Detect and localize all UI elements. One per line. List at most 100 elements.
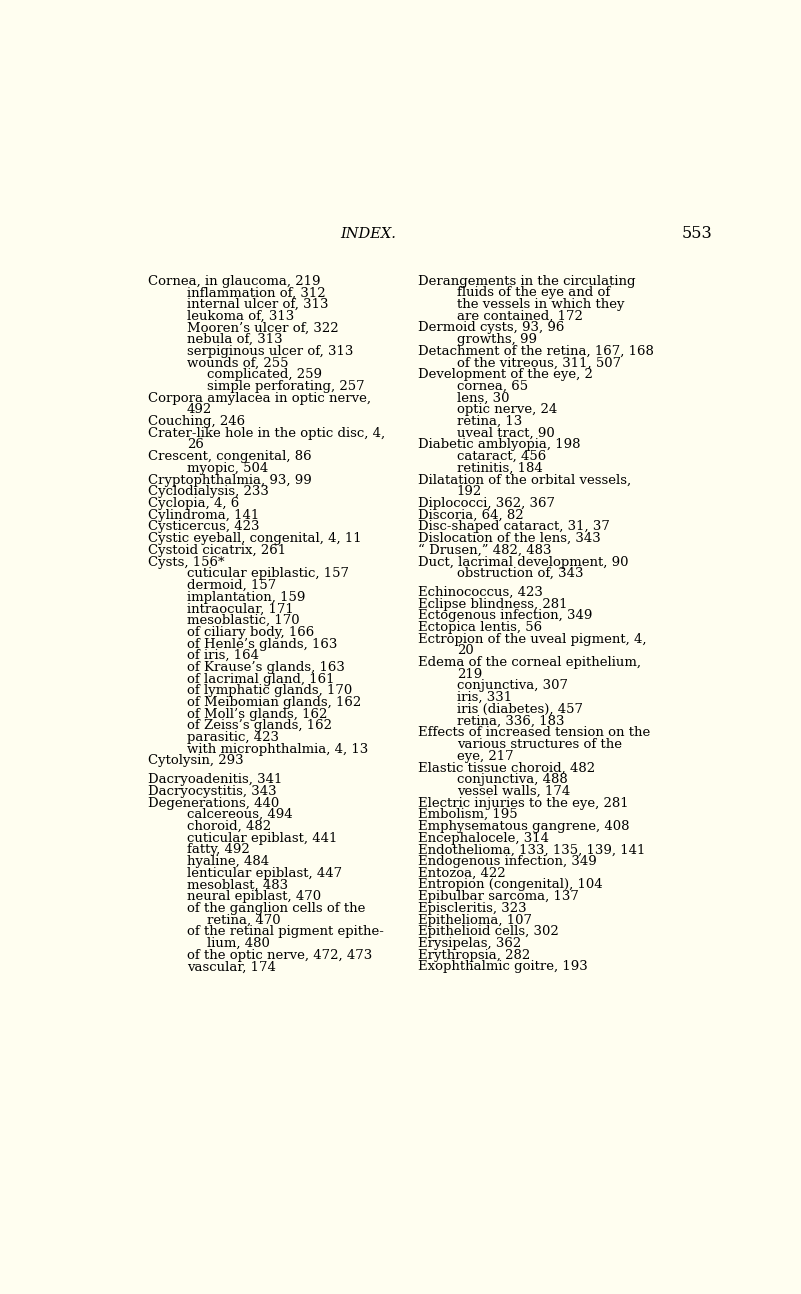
Text: of Meibomian glands, 162: of Meibomian glands, 162 — [187, 696, 361, 709]
Text: 219: 219 — [457, 668, 482, 681]
Text: Echinococcus, 423: Echinococcus, 423 — [418, 586, 543, 599]
Text: various structures of the: various structures of the — [457, 738, 622, 751]
Text: Mooren’s ulcer of, 322: Mooren’s ulcer of, 322 — [187, 321, 339, 334]
Text: Elastic tissue choroid, 482: Elastic tissue choroid, 482 — [418, 761, 595, 774]
Text: Discoria, 64, 82: Discoria, 64, 82 — [418, 509, 524, 521]
Text: Endothelioma, 133, 135, 139, 141: Endothelioma, 133, 135, 139, 141 — [418, 844, 646, 857]
Text: Embolism, 195: Embolism, 195 — [418, 809, 517, 822]
Text: Crescent, congenital, 86: Crescent, congenital, 86 — [148, 450, 312, 463]
Text: fluids of the eye and of: fluids of the eye and of — [457, 286, 610, 299]
Text: mesoblastic, 170: mesoblastic, 170 — [187, 615, 300, 628]
Text: implantation, 159: implantation, 159 — [187, 590, 305, 603]
Text: Detachment of the retina, 167, 168: Detachment of the retina, 167, 168 — [418, 345, 654, 358]
Text: are contained, 172: are contained, 172 — [457, 309, 582, 322]
Text: Endogenous infection, 349: Endogenous infection, 349 — [418, 855, 597, 868]
Text: myopic, 504: myopic, 504 — [187, 462, 268, 475]
Text: Encephalocele, 314: Encephalocele, 314 — [418, 832, 549, 845]
Text: inflammation of, 312: inflammation of, 312 — [187, 286, 325, 299]
Text: uveal tract, 90: uveal tract, 90 — [457, 427, 554, 440]
Text: Cylindroma, 141: Cylindroma, 141 — [148, 509, 260, 521]
Text: lens, 30: lens, 30 — [457, 392, 509, 405]
Text: 192: 192 — [457, 485, 482, 498]
Text: vessel walls, 174: vessel walls, 174 — [457, 785, 570, 798]
Text: calcereous, 494: calcereous, 494 — [187, 809, 292, 822]
Text: 492: 492 — [187, 404, 212, 417]
Text: Development of the eye, 2: Development of the eye, 2 — [418, 369, 593, 382]
Text: Erysipelas, 362: Erysipelas, 362 — [418, 937, 521, 950]
Text: lenticular epiblast, 447: lenticular epiblast, 447 — [187, 867, 342, 880]
Text: Cystic eyeball, congenital, 4, 11: Cystic eyeball, congenital, 4, 11 — [148, 532, 362, 545]
Text: retina, 470: retina, 470 — [207, 914, 280, 927]
Text: Cytolysin, 293: Cytolysin, 293 — [148, 754, 244, 767]
Text: obstruction of, 343: obstruction of, 343 — [457, 567, 583, 580]
Text: 20: 20 — [457, 644, 473, 657]
Text: Couching, 246: Couching, 246 — [148, 415, 245, 428]
Text: neural epiblast, 470: neural epiblast, 470 — [187, 890, 321, 903]
Text: “ Drusen,” 482, 483: “ Drusen,” 482, 483 — [418, 543, 551, 556]
Text: Erythropsia, 282: Erythropsia, 282 — [418, 949, 530, 961]
Text: of Moll’s glands, 162: of Moll’s glands, 162 — [187, 708, 328, 721]
Text: Cyclopia, 4, 6: Cyclopia, 4, 6 — [148, 497, 239, 510]
Text: with microphthalmia, 4, 13: with microphthalmia, 4, 13 — [187, 743, 368, 756]
Text: 553: 553 — [682, 225, 712, 242]
Text: cataract, 456: cataract, 456 — [457, 450, 545, 463]
Text: Cysts, 156*: Cysts, 156* — [148, 555, 224, 568]
Text: Ectopica lentis, 56: Ectopica lentis, 56 — [418, 621, 542, 634]
Text: Cyclodialysis, 233: Cyclodialysis, 233 — [148, 485, 269, 498]
Text: retinitis, 184: retinitis, 184 — [457, 462, 542, 475]
Text: Eclipse blindness, 281: Eclipse blindness, 281 — [418, 598, 567, 611]
Text: dermoid, 157: dermoid, 157 — [187, 578, 276, 591]
Text: Dilatation of the orbital vessels,: Dilatation of the orbital vessels, — [418, 474, 631, 487]
Text: cuticular epiblastic, 157: cuticular epiblastic, 157 — [187, 567, 349, 580]
Text: cornea, 65: cornea, 65 — [457, 380, 528, 393]
Text: Crater-like hole in the optic disc, 4,: Crater-like hole in the optic disc, 4, — [148, 427, 385, 440]
Text: growths, 99: growths, 99 — [457, 333, 537, 347]
Text: retina, 13: retina, 13 — [457, 415, 522, 428]
Text: nebula of, 313: nebula of, 313 — [187, 333, 283, 347]
Text: Emphysematous gangrene, 408: Emphysematous gangrene, 408 — [418, 820, 630, 833]
Text: Cryptophthalmia, 93, 99: Cryptophthalmia, 93, 99 — [148, 474, 312, 487]
Text: Epithelioid cells, 302: Epithelioid cells, 302 — [418, 925, 558, 938]
Text: Entozoa, 422: Entozoa, 422 — [418, 867, 505, 880]
Text: Diabetic amblyopia, 198: Diabetic amblyopia, 198 — [418, 439, 581, 452]
Text: leukoma of, 313: leukoma of, 313 — [187, 309, 294, 322]
Text: Epithelioma, 107: Epithelioma, 107 — [418, 914, 532, 927]
Text: of Zeiss’s glands, 162: of Zeiss’s glands, 162 — [187, 719, 332, 732]
Text: Dacryocystitis, 343: Dacryocystitis, 343 — [148, 785, 277, 798]
Text: Effects of increased tension on the: Effects of increased tension on the — [418, 726, 650, 739]
Text: the vessels in which they: the vessels in which they — [457, 298, 624, 311]
Text: of the retinal pigment epithe-: of the retinal pigment epithe- — [187, 925, 384, 938]
Text: Dacryoadenitis, 341: Dacryoadenitis, 341 — [148, 773, 283, 787]
Text: Electric injuries to the eye, 281: Electric injuries to the eye, 281 — [418, 797, 629, 810]
Text: Derangements in the circulating: Derangements in the circulating — [418, 274, 635, 287]
Text: Diplococci, 362, 367: Diplococci, 362, 367 — [418, 497, 555, 510]
Text: parasitic, 423: parasitic, 423 — [187, 731, 279, 744]
Text: Entropion (congenital), 104: Entropion (congenital), 104 — [418, 879, 602, 892]
Text: INDEX.: INDEX. — [340, 228, 396, 242]
Text: of Krause’s glands, 163: of Krause’s glands, 163 — [187, 661, 344, 674]
Text: Disc-shaped cataract, 31, 37: Disc-shaped cataract, 31, 37 — [418, 520, 610, 533]
Text: Cornea, in glaucoma, 219: Cornea, in glaucoma, 219 — [148, 274, 320, 287]
Text: lium, 480: lium, 480 — [207, 937, 270, 950]
Text: optic nerve, 24: optic nerve, 24 — [457, 404, 557, 417]
Text: iris (diabetes), 457: iris (diabetes), 457 — [457, 703, 582, 716]
Text: iris, 331: iris, 331 — [457, 691, 512, 704]
Text: fatty, 492: fatty, 492 — [187, 844, 250, 857]
Text: Dislocation of the lens, 343: Dislocation of the lens, 343 — [418, 532, 601, 545]
Text: Ectogenous infection, 349: Ectogenous infection, 349 — [418, 609, 592, 622]
Text: Cystoid cicatrix, 261: Cystoid cicatrix, 261 — [148, 543, 286, 556]
Text: Degenerations, 440: Degenerations, 440 — [148, 797, 280, 810]
Text: hyaline, 484: hyaline, 484 — [187, 855, 269, 868]
Text: wounds of, 255: wounds of, 255 — [187, 357, 288, 370]
Text: choroid, 482: choroid, 482 — [187, 820, 271, 833]
Text: Corpora amylacea in optic nerve,: Corpora amylacea in optic nerve, — [148, 392, 371, 405]
Text: of the ganglion cells of the: of the ganglion cells of the — [187, 902, 365, 915]
Text: of lacrimal gland, 161: of lacrimal gland, 161 — [187, 673, 335, 686]
Text: of the optic nerve, 472, 473: of the optic nerve, 472, 473 — [187, 949, 372, 961]
Text: retina, 336, 183: retina, 336, 183 — [457, 714, 564, 727]
Text: simple perforating, 257: simple perforating, 257 — [207, 380, 364, 393]
Text: of the vitreous, 311, 507: of the vitreous, 311, 507 — [457, 357, 621, 370]
Text: complicated, 259: complicated, 259 — [207, 369, 322, 382]
Text: Epibulbar sarcoma, 137: Epibulbar sarcoma, 137 — [418, 890, 579, 903]
Text: Cysticercus, 423: Cysticercus, 423 — [148, 520, 260, 533]
